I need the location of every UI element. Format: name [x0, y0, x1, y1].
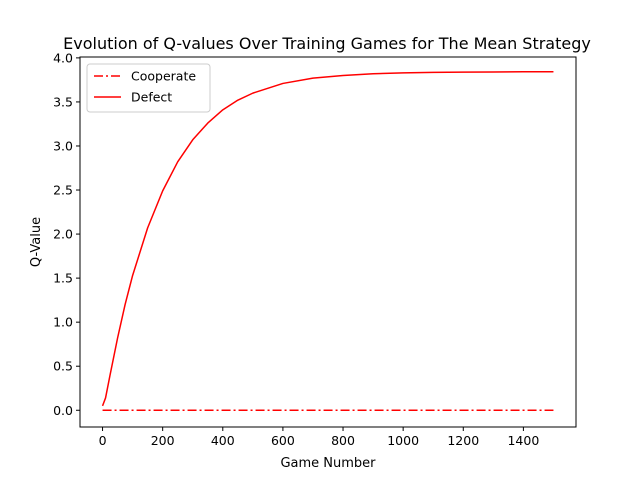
chart-title: Evolution of Q-values Over Training Game… [63, 34, 591, 53]
y-tick-label: 0.5 [53, 359, 73, 374]
y-tick-label: 3.5 [53, 94, 73, 109]
legend-label-cooperate: Cooperate [131, 69, 196, 84]
x-axis-ticks: 0 200 400 600 800 1000 1200 1400 [99, 427, 539, 448]
x-tick-label: 1000 [387, 433, 419, 448]
legend: Cooperate Defect [86, 63, 211, 113]
x-tick-label: 0 [99, 433, 107, 448]
legend-label-defect: Defect [131, 90, 172, 105]
y-tick-label: 2.0 [53, 227, 73, 242]
x-tick-label: 1400 [507, 433, 539, 448]
x-tick-label: 600 [271, 433, 295, 448]
x-tick-label: 800 [331, 433, 355, 448]
y-tick-label: 4.0 [53, 50, 73, 65]
x-tick-label: 400 [211, 433, 235, 448]
y-tick-label: 0.0 [53, 403, 73, 418]
y-tick-label: 1.5 [53, 271, 73, 286]
y-tick-label: 3.0 [53, 138, 73, 153]
plot-frame [79, 56, 577, 428]
y-axis-label: Q-Value [29, 217, 44, 267]
y-axis-ticks: 0.0 0.5 1.0 1.5 2.0 2.5 3.0 3.5 4.0 [53, 50, 80, 418]
y-tick-label: 1.0 [53, 315, 73, 330]
x-tick-label: 1200 [447, 433, 479, 448]
x-tick-label: 200 [151, 433, 175, 448]
plot-area [80, 57, 576, 427]
series-layer [101, 70, 554, 412]
y-tick-label: 2.5 [53, 183, 73, 198]
x-axis-label: Game Number [280, 456, 376, 471]
series-line-defect [101, 70, 554, 407]
